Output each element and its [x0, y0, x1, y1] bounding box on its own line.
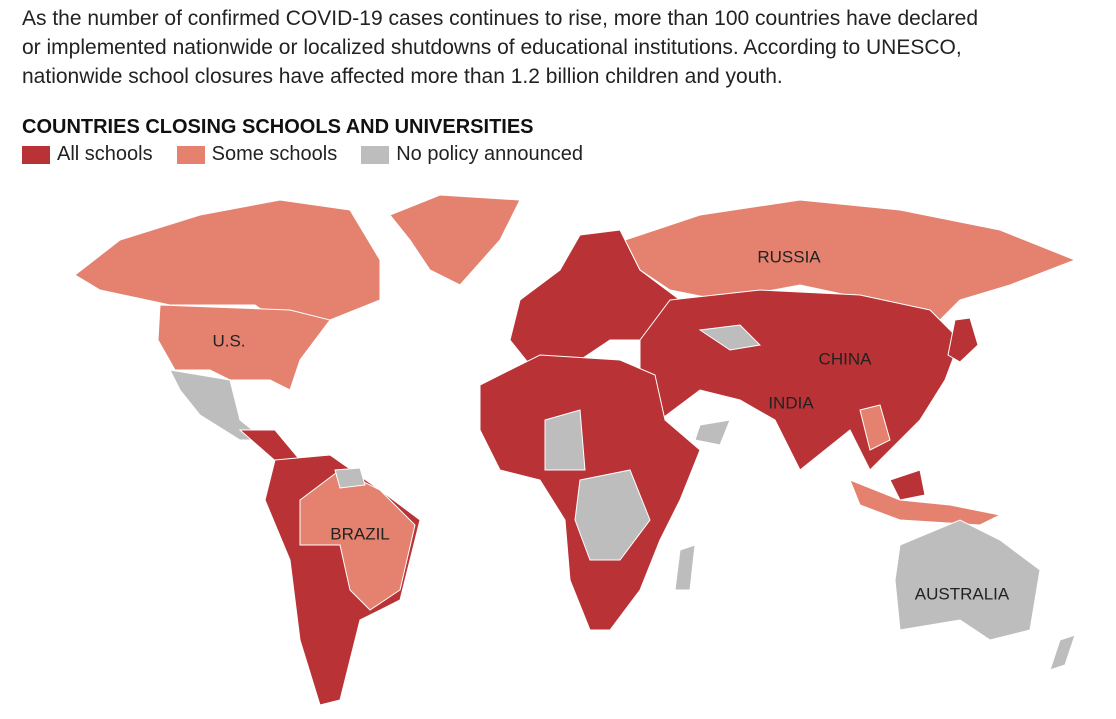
region	[157, 304, 331, 391]
map-title: COUNTRIES CLOSING SCHOOLS AND UNIVERSITI…	[22, 116, 534, 138]
legend-swatch	[361, 145, 390, 164]
legend-item: Some schools	[176, 143, 338, 166]
region	[574, 469, 651, 561]
intro-line: As the number of confirmed COVID-19 case…	[22, 7, 978, 30]
legend-swatch	[22, 145, 50, 164]
legend-label: All schools	[57, 143, 153, 165]
intro: As the number of confirmed COVID-19 case…	[22, 4, 978, 91]
intro-line: nationwide school closures have affected…	[22, 65, 783, 88]
region	[544, 409, 586, 471]
region	[947, 317, 979, 363]
region	[334, 467, 366, 489]
legend-swatch	[176, 145, 205, 164]
region	[698, 324, 762, 351]
legend-item: All schools	[22, 143, 153, 166]
region	[389, 194, 521, 286]
region	[624, 199, 1077, 331]
intro-line: or implemented nationwide or localized s…	[22, 36, 962, 59]
region	[674, 544, 696, 591]
legend-item: No policy announced	[361, 143, 583, 166]
map-label: AUSTRALIA	[915, 584, 1010, 603]
map-label: U.S.	[212, 331, 245, 350]
map-label: CHINA	[819, 349, 873, 368]
region	[1049, 634, 1076, 671]
map-label: INDIA	[768, 393, 814, 412]
region	[849, 479, 1002, 526]
legend: All schools Some schools No policy annou…	[22, 143, 607, 166]
map-label: RUSSIA	[757, 247, 821, 266]
legend-label: No policy announced	[396, 143, 584, 165]
legend-label: Some schools	[211, 143, 338, 165]
region	[859, 404, 891, 451]
region	[889, 469, 926, 501]
region	[694, 419, 731, 446]
map-label: BRAZIL	[330, 524, 390, 543]
region	[894, 519, 1041, 641]
